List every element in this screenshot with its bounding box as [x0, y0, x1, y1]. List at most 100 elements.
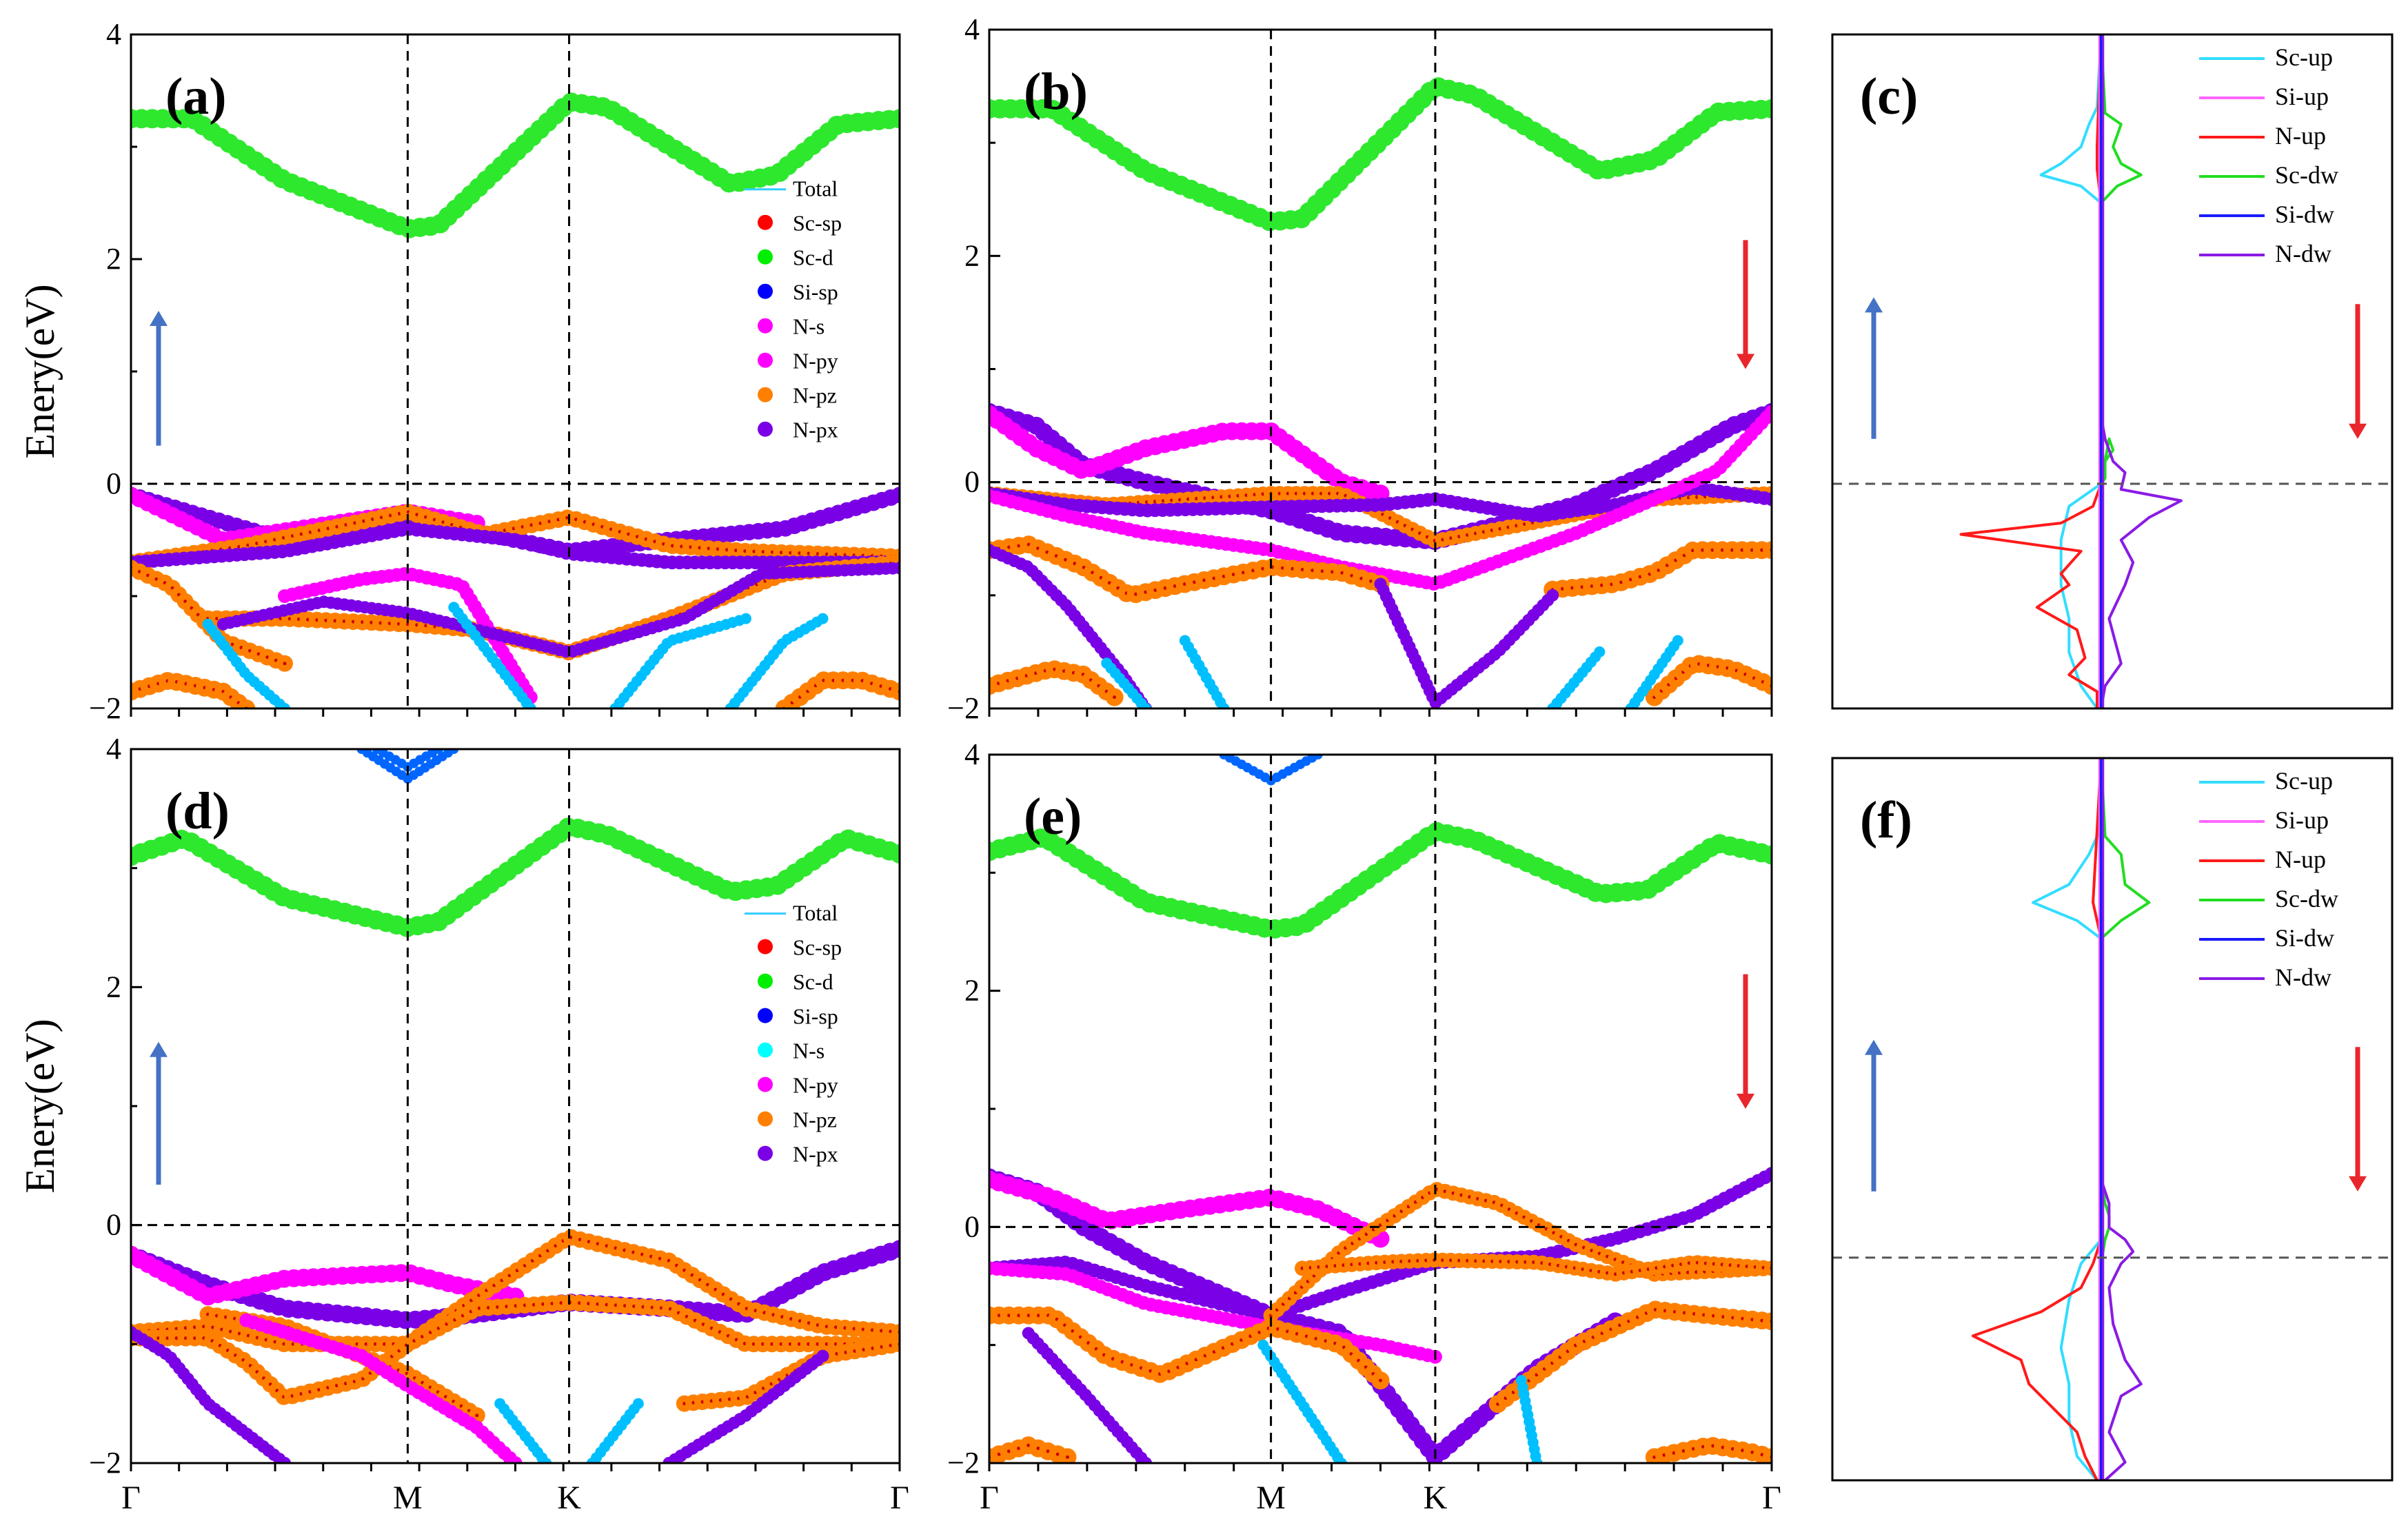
spin-up-arrowhead: [1865, 1039, 1883, 1055]
k-point-label: M: [393, 1480, 423, 1516]
band-panel-1: −2 0 2 4 (b): [947, 12, 1773, 725]
band-point-n-s: [1140, 703, 1151, 708]
y-tick-label: 0: [106, 1208, 121, 1242]
band-point-si-sp: [449, 749, 459, 754]
band-point-si-sp: [1313, 755, 1323, 759]
sc-sp-point: [1750, 1450, 1754, 1454]
sc-sp-point: [1182, 582, 1186, 586]
y-tick-label: 4: [106, 732, 121, 766]
band-point-n-s: [540, 1458, 552, 1463]
sc-sp-point: [165, 1336, 170, 1340]
dos-curve-sc-dw: [2099, 758, 2151, 1480]
sc-sp-point: [798, 1342, 801, 1346]
y-tick-label: 0: [964, 1209, 980, 1243]
band-panel-0: −2 0 2 4 Enery(eV) (a) Total Sc-sp Sc-d Si-sp N-s N…: [17, 17, 901, 725]
sc-sp-point: [1202, 578, 1206, 582]
panel-label: (f): [1860, 791, 1912, 849]
k-point-label: Γ: [1762, 1480, 1781, 1516]
legend-marker: [758, 214, 773, 230]
legend-marker: [758, 1111, 773, 1127]
y-axis-label: Enery(eV): [17, 1019, 63, 1193]
legend-label: N-pz: [793, 383, 837, 408]
y-tick-label: 4: [964, 737, 980, 771]
bands-group: [989, 77, 1772, 708]
y-tick-label: 4: [106, 17, 121, 51]
dos-curve-n-dw: [2099, 758, 2143, 1480]
sc-sp-point: [807, 1342, 811, 1346]
sc-sp-point: [1066, 1455, 1069, 1459]
band-point-n-px: [816, 1349, 829, 1362]
sc-sp-point: [373, 1342, 377, 1346]
legend-label: Si-sp: [793, 1004, 838, 1029]
sc-sp-point: [475, 1413, 479, 1418]
legend-label: Sc-up: [2275, 767, 2333, 795]
legend-label: N-s: [793, 314, 824, 339]
sc-sp-point: [283, 662, 287, 666]
band-point-n-s: [817, 613, 829, 624]
sc-sp-point: [183, 1336, 188, 1340]
sc-sp-point: [193, 1336, 197, 1340]
y-tick-label: 0: [964, 465, 980, 499]
legend-label: N-dw: [2275, 963, 2331, 991]
legend-label: Si-dw: [2275, 924, 2334, 952]
band-point-n-px: [891, 487, 900, 504]
dos-curve-n-up: [1959, 34, 2103, 708]
band-point-n-s: [740, 613, 751, 624]
sc-sp-point: [156, 1336, 161, 1340]
sc-sp-point: [1055, 1452, 1060, 1456]
sc-sp-point: [174, 1336, 179, 1340]
sc-sp-point: [1730, 548, 1734, 552]
band-point-n-px: [891, 1240, 900, 1258]
band-point-n-pz: [1763, 1312, 1772, 1331]
band-point-n-px: [279, 1457, 291, 1463]
sc-sp-point: [1662, 1453, 1666, 1457]
y-tick-label: 2: [964, 974, 980, 1008]
band-point-n-pz: [891, 1336, 900, 1353]
sc-sp-point: [1741, 1449, 1745, 1453]
dos-curves: [1972, 758, 2151, 1480]
y-tick-label: 2: [106, 970, 121, 1003]
band-panel-2: −2 0 2 4 Γ M K Γ Enery(eV) (d) Total Sc-sp Sc-d Si-sp…: [17, 732, 909, 1516]
panel-label: (b): [1024, 63, 1088, 121]
y-tick-label: 2: [106, 242, 121, 276]
sc-sp-point: [834, 1325, 838, 1329]
sc-sp-point: [1153, 588, 1157, 592]
sc-sp-point: [1590, 584, 1594, 588]
legend-label: N-up: [2275, 122, 2326, 150]
band-point-n-px: [1546, 589, 1559, 602]
spin-up-arrowhead: [1865, 297, 1883, 313]
y-tick-label: 0: [106, 467, 121, 500]
spin-down-arrowhead: [2349, 1176, 2367, 1192]
sc-sp-point: [833, 1342, 838, 1346]
sc-sp-point: [1701, 548, 1705, 552]
sc-sp-point: [997, 1452, 1001, 1456]
sc-sp-point: [1710, 548, 1714, 552]
band-point-n-s: [632, 1398, 644, 1409]
sc-sp-point: [1681, 1449, 1686, 1453]
legend-marker: [758, 318, 773, 334]
k-point-label: Γ: [121, 1480, 141, 1516]
legend-label: N-s: [793, 1039, 824, 1063]
panel-label: (a): [165, 68, 227, 125]
sc-sp-point: [1037, 1314, 1040, 1318]
bands-group: [131, 92, 900, 708]
sc-sp-point: [1193, 580, 1197, 584]
y-tick-label: −2: [947, 691, 980, 725]
legend-label: Total: [793, 176, 838, 201]
sc-sp-point: [1212, 576, 1216, 580]
sc-sp-point: [1720, 548, 1724, 552]
sc-sp-point: [1750, 548, 1754, 552]
legend-label: Total: [793, 901, 838, 926]
k-point-label: Γ: [890, 1480, 909, 1516]
band-point-n-px: [1140, 1457, 1152, 1463]
y-tick-label: −2: [947, 1446, 980, 1480]
legend-label: Sc-dw: [2275, 885, 2338, 912]
spin-up-arrowhead: [150, 1041, 168, 1057]
sc-sp-point: [1007, 545, 1011, 549]
legend-marker: [758, 387, 773, 402]
legend-marker: [758, 249, 773, 265]
sc-sp-point: [1311, 569, 1315, 573]
sc-sp-point: [355, 1342, 359, 1346]
spin-up-arrowhead: [150, 310, 168, 326]
